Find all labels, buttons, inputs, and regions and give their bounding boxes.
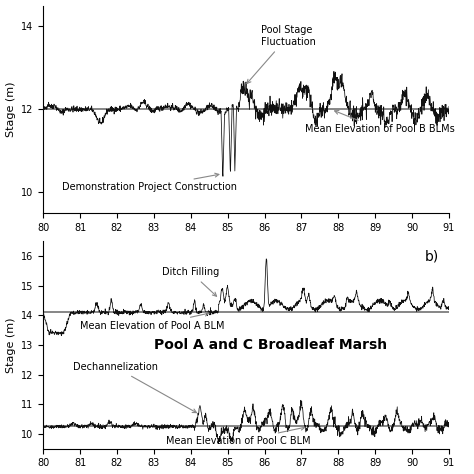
Text: Demonstration Project Construction: Demonstration Project Construction bbox=[62, 173, 237, 192]
Y-axis label: Stage (m): Stage (m) bbox=[6, 317, 16, 373]
Y-axis label: Stage (m): Stage (m) bbox=[6, 82, 16, 137]
Text: Pool Stage
Fluctuation: Pool Stage Fluctuation bbox=[247, 26, 316, 83]
Text: b): b) bbox=[425, 249, 439, 264]
Text: Mean Elevation of Pool C BLM: Mean Elevation of Pool C BLM bbox=[166, 426, 311, 447]
Text: Ditch Filling: Ditch Filling bbox=[162, 267, 219, 296]
Text: Pool A and C Broadleaf Marsh: Pool A and C Broadleaf Marsh bbox=[154, 338, 387, 352]
Text: Dechannelization: Dechannelization bbox=[73, 362, 196, 413]
Text: Mean Elevation of Pool B BLMs: Mean Elevation of Pool B BLMs bbox=[305, 110, 455, 134]
Text: Mean Elevation of Pool A BLM: Mean Elevation of Pool A BLM bbox=[80, 312, 225, 331]
